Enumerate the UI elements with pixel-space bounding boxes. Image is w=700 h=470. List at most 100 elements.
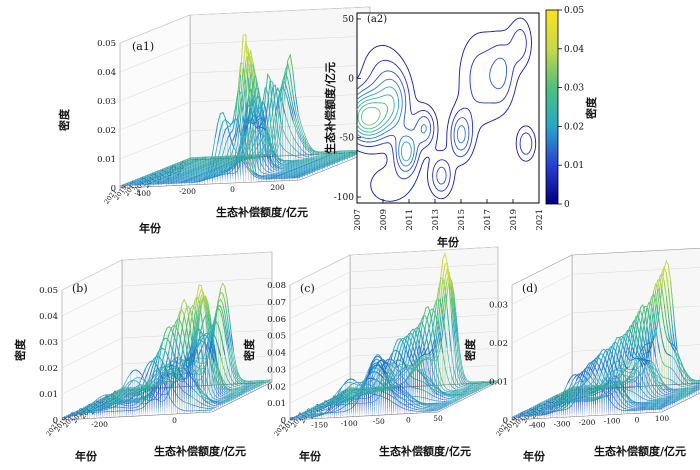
peak-segment	[192, 337, 196, 353]
peak-segment	[185, 340, 189, 355]
peak-segment	[444, 253, 448, 264]
x-tick-label: 0	[230, 185, 235, 194]
peak-segment	[642, 349, 646, 358]
x-tick-label: -400	[134, 189, 151, 198]
peak-segment	[627, 357, 631, 361]
peak-segment	[582, 368, 586, 373]
peak-segment	[215, 300, 219, 317]
peak-segment	[249, 98, 253, 109]
peak-segment	[382, 370, 386, 376]
peak-segment	[406, 341, 410, 347]
density-curve	[552, 310, 700, 397]
peak-segment	[370, 371, 373, 374]
peak-segment	[637, 326, 642, 342]
peak-segment	[408, 337, 412, 342]
peak-segment	[196, 344, 200, 349]
peak-segment	[220, 283, 224, 289]
peak-segment	[151, 371, 155, 380]
density-curves-b	[61, 282, 273, 420]
z-tick-label: 0.05	[39, 286, 58, 296]
peak-segment	[215, 321, 219, 326]
peak-segment	[625, 366, 629, 370]
peak-segment	[162, 361, 166, 367]
peak-segment	[622, 343, 627, 356]
peak-segment	[404, 337, 408, 345]
peak-segment	[194, 343, 198, 350]
peak-segment	[244, 102, 248, 128]
peak-segment	[433, 299, 437, 307]
y-tick-label: 50	[343, 15, 355, 25]
x-axis-label-b: 生态补偿额度/亿元	[154, 444, 246, 458]
z-axis-label-b: 密度	[13, 338, 27, 361]
peak-segment	[448, 330, 452, 352]
peak-segment	[185, 358, 189, 362]
peak-segment	[230, 334, 234, 351]
peak-segment	[155, 353, 159, 363]
peak-segment	[438, 316, 442, 335]
peak-segment	[252, 62, 257, 77]
peak-segment	[650, 338, 654, 347]
peak-segment	[408, 331, 412, 338]
peak-segment	[599, 350, 603, 355]
peak-segment	[444, 291, 448, 310]
peak-segment	[404, 345, 408, 356]
peak-segment	[412, 335, 416, 343]
peak-segment	[588, 365, 592, 372]
density-curve	[554, 304, 700, 396]
peak-segment	[395, 345, 399, 353]
peak-segment	[158, 368, 161, 374]
peak-segment	[153, 362, 157, 372]
peak-segment	[595, 368, 599, 374]
peak-segment	[205, 332, 208, 335]
peak-segment	[194, 320, 198, 338]
peak-segment	[252, 117, 256, 127]
peak-segment	[644, 311, 648, 326]
x-tick-label: 200	[270, 183, 285, 192]
peak-segment	[633, 332, 637, 349]
peak-segment	[672, 329, 676, 347]
gridline	[289, 348, 499, 387]
gridline	[119, 122, 371, 160]
peak-segment	[372, 359, 376, 364]
peak-segment	[378, 365, 382, 369]
peak-segment	[393, 352, 397, 361]
peak-segment	[642, 358, 646, 361]
peak-segment	[580, 372, 584, 378]
peak-segment	[616, 338, 620, 346]
peak-segment	[431, 347, 435, 354]
peak-segment	[257, 127, 261, 129]
peak-segment	[412, 349, 416, 359]
peak-segment	[436, 288, 440, 304]
peak-segment	[374, 356, 378, 359]
density-curve	[182, 81, 363, 162]
peak-segment	[224, 313, 228, 328]
panel-a1: 00.010.020.030.040.05-400 -200 0 2002007200…	[57, 6, 371, 235]
peak-segment	[576, 373, 579, 376]
colorbar-a2	[545, 9, 559, 205]
peak-segment	[431, 347, 435, 361]
peak-segment	[646, 342, 650, 345]
peak-segment	[232, 106, 237, 122]
peak-segment	[635, 311, 639, 321]
peak-segment	[173, 372, 176, 379]
density-curve	[134, 49, 316, 181]
peak-segment	[448, 274, 452, 283]
peak-segment	[242, 42, 247, 69]
peak-segment	[187, 347, 192, 357]
peak-segment	[629, 324, 633, 334]
peak-segment	[667, 333, 672, 344]
peak-segment	[183, 354, 187, 366]
y-axis-label-b: 年份	[75, 449, 98, 463]
peak-segment	[431, 338, 435, 349]
peak-segment	[290, 111, 294, 122]
peak-segment	[200, 320, 204, 330]
contour-level	[356, 57, 508, 185]
panel-d: 00.010.020.03-400 -300 -200 -100 0 1002007200…	[463, 247, 700, 463]
peak-segment	[590, 365, 594, 372]
peak-segment	[638, 353, 641, 358]
peak-segment	[185, 305, 189, 309]
peak-segment	[588, 362, 592, 367]
peak-segment	[446, 307, 450, 331]
peak-segment	[661, 311, 665, 326]
x-axis-label-c: 生态补偿额度/亿元	[379, 444, 471, 458]
